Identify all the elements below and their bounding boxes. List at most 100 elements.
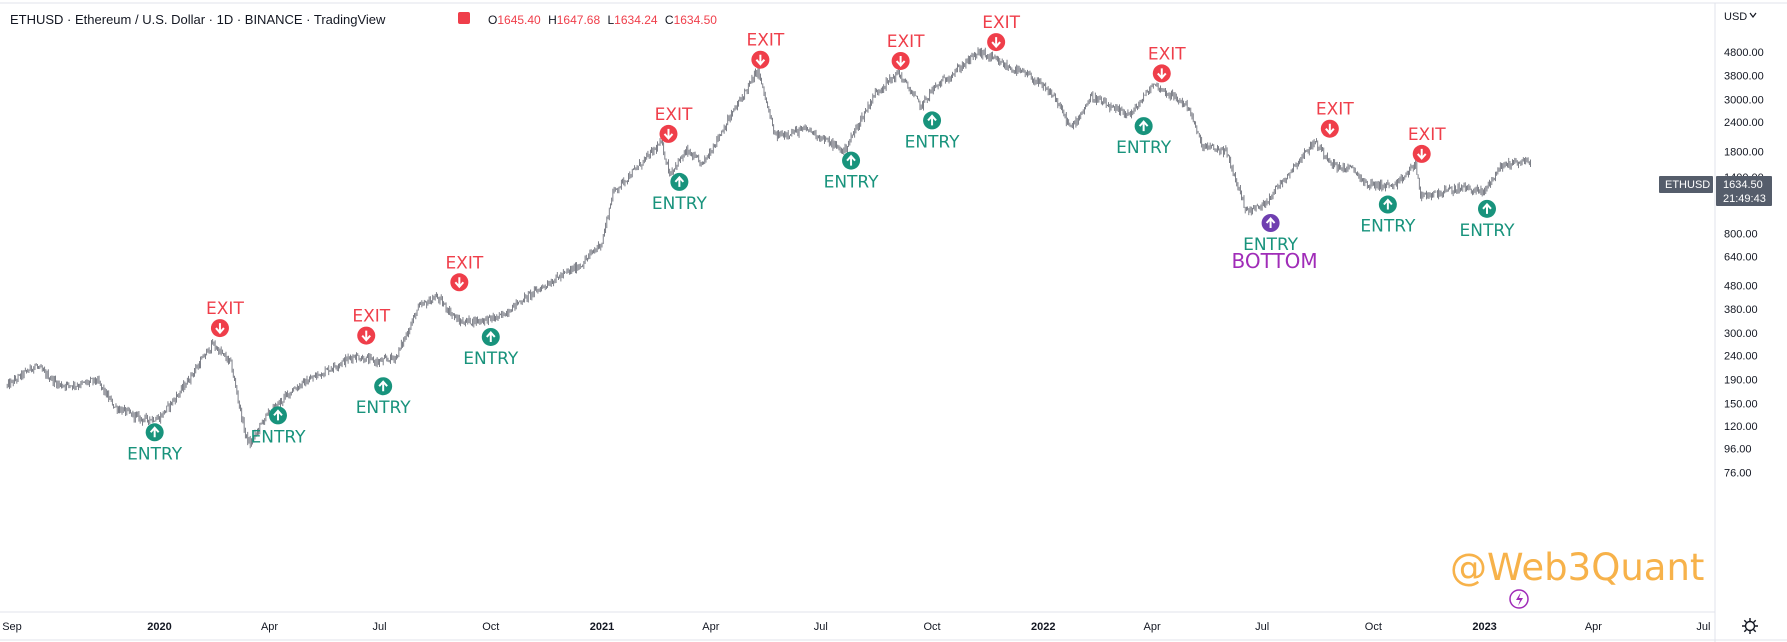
exit-label: EXIT: [445, 253, 483, 273]
entry-signal-20: ENTRY: [1460, 199, 1516, 241]
exit-label: EXIT: [352, 307, 390, 327]
entry-label: ENTRY: [356, 398, 412, 418]
low-value: 1634.24: [614, 13, 658, 27]
time-tick-label: 2020: [147, 621, 171, 633]
arrow-up-glyph: [1265, 216, 1276, 228]
price-tick-label: 96.00: [1724, 444, 1752, 456]
arrow-down-glyph: [1416, 148, 1427, 160]
entry-signal-4: ENTRY: [356, 377, 412, 418]
time-tick-label: Jul: [1696, 621, 1710, 633]
entry-signal-6: ENTRY: [463, 327, 519, 369]
open-value: 1645.40: [497, 13, 541, 27]
price-tick-label: 190.00: [1724, 374, 1758, 386]
low-label: L: [607, 13, 614, 27]
exit-signal-15: EXIT: [1148, 44, 1186, 83]
currency-label[interactable]: USD: [1724, 11, 1747, 23]
countdown-text: 21:49:43: [1723, 193, 1766, 205]
arrow-down-glyph: [663, 128, 674, 140]
entry-label: ENTRY: [1243, 235, 1299, 255]
lightning-icon: [1509, 589, 1529, 609]
time-tick-label: Jul: [814, 621, 828, 633]
entry-signal-8: ENTRY: [652, 172, 708, 214]
arrow-up-glyph: [273, 409, 283, 421]
arrow-down-glyph: [895, 55, 906, 67]
time-tick-label: Oct: [482, 621, 499, 633]
entry-label: ENTRY: [1460, 221, 1516, 241]
entry-signal-2: ENTRY: [251, 406, 307, 447]
price-tick-label: 4800.00: [1724, 47, 1764, 59]
gear-icon[interactable]: [1742, 618, 1758, 634]
symbol-tag-text: ETHUSD: [1665, 179, 1710, 191]
entry-label: ENTRY: [652, 194, 708, 214]
exit-signal-19: EXIT: [1408, 125, 1446, 163]
last-price-tag: 1634.50 21:49:43: [1716, 176, 1772, 206]
watermark-text: @Web3Quant: [1450, 546, 1704, 589]
entry-signal-14: ENTRY: [1116, 117, 1172, 158]
arrow-up-glyph: [1482, 202, 1492, 214]
exit-signal-1: EXIT: [206, 299, 244, 338]
time-tick-label: Sep: [2, 621, 22, 633]
time-tick-label: Oct: [1365, 621, 1382, 633]
price-tick-label: 3000.00: [1724, 95, 1764, 107]
time-tick-label: 2023: [1472, 621, 1496, 633]
entry-label: ENTRY: [1116, 138, 1172, 158]
entry-label: ENTRY: [1360, 217, 1416, 237]
exit-signal-7: EXIT: [655, 105, 693, 143]
candles-group: [6, 47, 1531, 449]
entry-signal-0: ENTRY: [127, 423, 183, 464]
time-tick-label: Apr: [1144, 621, 1161, 633]
price-tick-label: 640.00: [1724, 251, 1758, 263]
price-tick-label: 800.00: [1724, 229, 1758, 241]
time-tick-label: Apr: [261, 621, 278, 633]
exit-label: EXIT: [206, 299, 244, 319]
exit-label: EXIT: [887, 32, 925, 52]
arrow-down-glyph: [1157, 68, 1167, 80]
entry-label: ENTRY: [127, 444, 183, 464]
chevron-down-icon: [1749, 12, 1757, 18]
arrow-up-glyph: [846, 154, 856, 166]
exit-signal-17: EXIT: [1316, 100, 1354, 138]
time-tick-label: Jul: [373, 621, 387, 633]
time-tick-label: Apr: [1585, 621, 1602, 633]
last-price-bg: [1716, 176, 1772, 206]
time-tick-label: 2022: [1031, 621, 1055, 633]
entry-label: ENTRY: [824, 173, 880, 193]
close-value: 1634.50: [674, 13, 718, 27]
currency-selector[interactable]: USD: [1724, 11, 1757, 23]
exit-signal-13: EXIT: [982, 13, 1021, 52]
price-tick-label: 150.00: [1724, 398, 1758, 410]
arrow-up-glyph: [1138, 120, 1149, 132]
signals-group: ENTRY EXIT ENTRY EXIT ENTRY EXIT ENTRY EXIT ENTR…: [127, 13, 1515, 464]
exit-signal-3: EXIT: [352, 307, 391, 345]
time-tick-label: Jul: [1255, 621, 1269, 633]
arrow-down-glyph: [991, 37, 1001, 49]
high-label: H: [548, 13, 557, 27]
close-label: C: [665, 13, 674, 27]
entry-signal-18: ENTRY: [1360, 195, 1416, 237]
entry-label: ENTRY: [251, 427, 307, 447]
time-tick-label: Oct: [923, 621, 940, 633]
entry-label: ENTRY: [905, 132, 961, 152]
last-price-text: 1634.50: [1723, 179, 1763, 191]
arrow-up-glyph: [149, 426, 160, 438]
symbol-price-tag: ETHUSD: [1659, 176, 1713, 193]
price-tick-label: 120.00: [1724, 421, 1758, 433]
time-tick-label: 2021: [590, 621, 614, 633]
exit-label: EXIT: [655, 105, 693, 125]
price-tick-label: 240.00: [1724, 351, 1758, 363]
exit-signal-9: EXIT: [746, 31, 785, 69]
ohlc-values: O1645.40 H1647.68 L1634.24 C1634.50: [488, 13, 717, 27]
arrow-down-glyph: [215, 323, 225, 335]
open-label: O: [488, 13, 497, 27]
exit-label: EXIT: [1316, 100, 1354, 120]
arrow-up-glyph: [486, 330, 496, 342]
exit-label: EXIT: [1408, 125, 1446, 145]
arrow-down-glyph: [755, 54, 766, 66]
symbol-title: ETHUSD · Ethereum / U.S. Dollar · 1D · B…: [10, 12, 386, 27]
entry-signal-10: ENTRY: [824, 151, 880, 193]
arrow-down-glyph: [454, 277, 465, 289]
price-tick-label: 380.00: [1724, 304, 1758, 316]
